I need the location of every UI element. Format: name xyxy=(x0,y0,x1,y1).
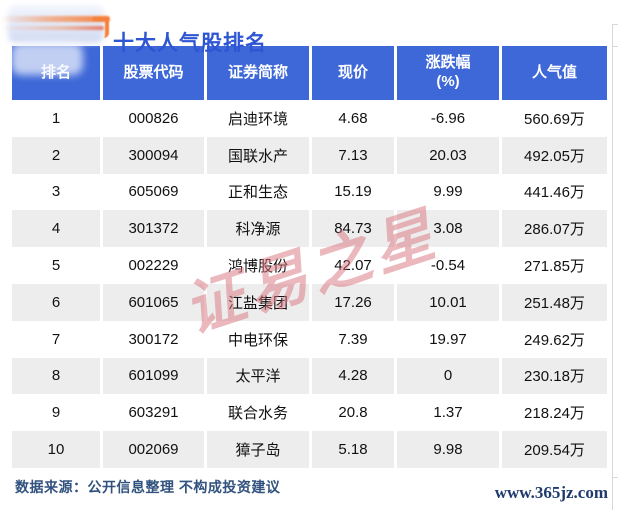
table-cell-popularity: 218.24万 xyxy=(524,405,585,423)
table-cell-rank: 3 xyxy=(51,183,61,201)
table-cell-name: 科净源 xyxy=(207,210,309,248)
cropped-adjacent-table-line xyxy=(612,477,618,478)
table-cell-code: 605069 xyxy=(128,183,179,201)
cropped-adjacent-table-line xyxy=(612,24,618,25)
logo-blur-blob xyxy=(8,5,104,43)
table-cell-price: 15.19 xyxy=(334,183,372,201)
table-cell-code: 002069 xyxy=(103,431,204,468)
column-header-change: 涨跌幅 (%) xyxy=(397,46,499,100)
table-cell-price: 7.13 xyxy=(312,136,394,174)
table-cell-code: 002229 xyxy=(128,257,179,275)
ranking-table: 排名 股票代码 证券简称 现价 涨跌幅 (%) 人气值 1 000826 启迪环境 4… xyxy=(12,46,607,468)
table-cell-code: 300172 xyxy=(128,330,179,348)
table-cell-price: 7.39 xyxy=(338,330,368,348)
table-cell-change: 1.37 xyxy=(433,404,463,422)
table-cell-code: 601099 xyxy=(103,357,204,395)
table-cell-rank: 5 xyxy=(51,257,61,275)
table-cell-popularity: 249.62万 xyxy=(524,331,585,349)
column-header-popularity: 人气值 xyxy=(502,46,607,100)
table-cell-popularity: 441.46万 xyxy=(524,184,585,202)
table-cell-price: 17.26 xyxy=(312,283,394,321)
table-cell-rank: 6 xyxy=(12,283,100,321)
column-header-name: 证券简称 xyxy=(207,46,309,100)
table-cell-change: 9.99 xyxy=(433,183,463,201)
table-cell-rank: 7 xyxy=(51,330,61,348)
table-cell-change: 10.01 xyxy=(397,283,499,321)
table-cell-code: 603291 xyxy=(128,404,179,422)
table-cell-code: 000826 xyxy=(128,109,179,127)
table-cell-popularity: 560.69万 xyxy=(524,110,585,128)
page-title: 十大人气股排名 xyxy=(113,32,267,56)
table-cell-change: 19.97 xyxy=(429,330,467,348)
table-cell-price: 5.18 xyxy=(312,431,394,468)
table-cell-code: 300094 xyxy=(103,136,204,174)
logo-orange-streak xyxy=(0,16,110,22)
table-cell-rank: 10 xyxy=(12,431,100,468)
table-cell-name: 联合水务 xyxy=(227,405,288,423)
table-cell-rank: 8 xyxy=(12,357,100,395)
cropped-adjacent-table-line xyxy=(612,24,613,510)
table-cell-popularity: 230.18万 xyxy=(502,357,607,395)
cropped-adjacent-table-line xyxy=(612,46,618,47)
logo-orange-streak xyxy=(0,26,104,30)
table-cell-name: 江盐集团 xyxy=(207,283,309,321)
table-cell-change: 20.03 xyxy=(397,136,499,174)
table-cell-popularity: 209.54万 xyxy=(502,431,607,468)
table-cell-rank: 4 xyxy=(12,210,100,248)
table-cell-price: 4.28 xyxy=(312,357,394,395)
table-cell-change: 9.98 xyxy=(397,431,499,468)
table-cell-price: 84.73 xyxy=(312,210,394,248)
column-header-code: 股票代码 xyxy=(103,46,204,100)
logo-glyph-fragment xyxy=(93,17,109,38)
table-cell-name: 启迪环境 xyxy=(227,110,288,128)
website-link[interactable]: www.365jz.com xyxy=(494,483,608,502)
table-cell-rank: 9 xyxy=(51,404,61,422)
column-header-price: 现价 xyxy=(312,46,394,100)
table-cell-rank: 1 xyxy=(51,109,61,127)
table-cell-change: -0.54 xyxy=(430,257,466,275)
table-cell-change: -6.96 xyxy=(430,109,466,127)
table-cell-name: 獐子岛 xyxy=(207,431,309,468)
table-cell-rank: 2 xyxy=(12,136,100,174)
data-source-note: 数据来源：公开信息整理 不构成投资建议 xyxy=(15,479,281,495)
table-cell-code: 601065 xyxy=(103,283,204,321)
table-cell-name: 中电环保 xyxy=(227,331,288,349)
table-cell-code: 301372 xyxy=(103,210,204,248)
column-header-rank: 排名 xyxy=(12,46,100,100)
table-cell-price: 20.8 xyxy=(338,404,368,422)
table-cell-price: 42.07 xyxy=(334,257,372,275)
table-cell-name: 太平洋 xyxy=(207,357,309,395)
table-cell-popularity: 286.07万 xyxy=(502,210,607,248)
table-cell-name: 正和生态 xyxy=(227,184,288,202)
table-cell-popularity: 271.85万 xyxy=(524,258,585,276)
table-cell-change: 0 xyxy=(397,357,499,395)
table-cell-name: 鸿博股份 xyxy=(227,258,288,276)
table-cell-change: 3.08 xyxy=(397,210,499,248)
table-cell-name: 国联水产 xyxy=(207,136,309,174)
table-cell-price: 4.68 xyxy=(338,109,368,127)
table-cell-popularity: 492.05万 xyxy=(502,136,607,174)
table-cell-popularity: 251.48万 xyxy=(502,283,607,321)
